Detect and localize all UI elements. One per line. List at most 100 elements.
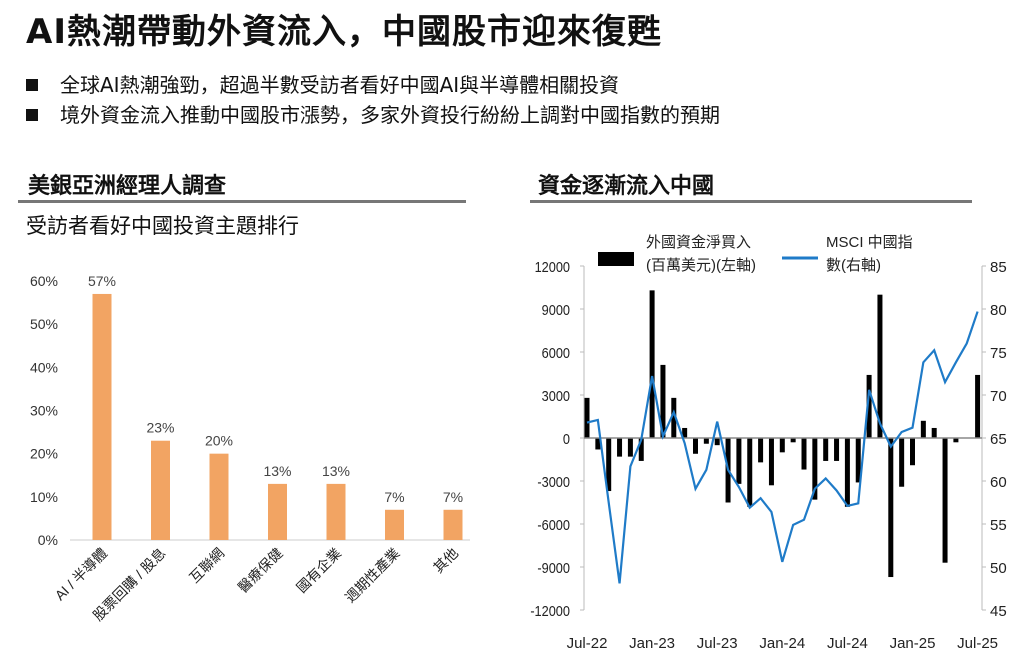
bar bbox=[151, 440, 170, 540]
data-label: 20% bbox=[205, 433, 233, 449]
flow-bar bbox=[703, 438, 709, 444]
category-label: 週期性產業 bbox=[342, 545, 403, 606]
flow-bar bbox=[866, 374, 872, 438]
flow-bar bbox=[747, 438, 753, 507]
flow-bar bbox=[855, 438, 861, 483]
x-tick-label: Jul-22 bbox=[567, 635, 608, 652]
legend-flow-label: 外國資金淨買入 bbox=[646, 234, 751, 251]
flow-bar bbox=[823, 438, 829, 461]
right-tick-label: 80 bbox=[990, 302, 1007, 319]
left-tick-label: -9000 bbox=[537, 559, 570, 576]
flow-bar bbox=[975, 374, 981, 438]
left-tick-label: 0 bbox=[563, 430, 570, 447]
category-label: 國有企業 bbox=[293, 545, 344, 596]
x-tick-label: Jan-23 bbox=[629, 635, 675, 652]
bar bbox=[385, 509, 404, 540]
flow-bar bbox=[844, 438, 850, 507]
bar bbox=[443, 509, 463, 540]
flow-bar bbox=[671, 397, 677, 438]
right-tick-label: 65 bbox=[990, 431, 1007, 448]
data-label: 13% bbox=[322, 463, 350, 479]
bar bbox=[209, 453, 229, 540]
x-tick-label: Jul-23 bbox=[697, 635, 738, 652]
x-tick-label: Jan-25 bbox=[890, 635, 936, 652]
right-tick-label: 45 bbox=[990, 603, 1007, 620]
flow-bar bbox=[899, 438, 905, 487]
y-tick-label: 30% bbox=[30, 403, 58, 419]
flow-bar bbox=[888, 438, 894, 578]
category-label: 其他 bbox=[430, 545, 461, 576]
left-tick-label: 12000 bbox=[535, 258, 571, 275]
flow-bar bbox=[920, 420, 926, 438]
left-tick-label: -6000 bbox=[537, 516, 570, 533]
flow-bar bbox=[627, 438, 633, 457]
left-chart-subtitle: 受訪者看好中國投資主題排行 bbox=[26, 214, 299, 238]
category-label: 醫療保健 bbox=[235, 545, 286, 596]
bullet-square-icon bbox=[26, 109, 38, 121]
bar bbox=[268, 483, 287, 540]
legend-flow-label-2: (百萬美元)(左軸) bbox=[646, 257, 756, 274]
flow-bar bbox=[584, 397, 590, 438]
flow-bar bbox=[682, 427, 688, 438]
flow-bar bbox=[910, 438, 915, 466]
flow-bar bbox=[812, 438, 818, 500]
legend-msci-label-2: 數(右軸) bbox=[826, 257, 881, 274]
left-tick-label: 3000 bbox=[542, 387, 571, 404]
right-tick-label: 85 bbox=[990, 259, 1007, 276]
left-section-title: 美銀亞洲經理人調查 bbox=[28, 174, 227, 199]
right-tick-label: 70 bbox=[990, 388, 1007, 405]
flow-bar bbox=[779, 438, 785, 453]
y-tick-label: 50% bbox=[30, 316, 58, 332]
right-tick-label: 55 bbox=[990, 517, 1007, 534]
x-tick-label: Jan-24 bbox=[759, 635, 805, 652]
x-tick-label: Jul-24 bbox=[827, 635, 868, 652]
flow-bar bbox=[834, 438, 840, 461]
y-tick-label: 10% bbox=[30, 489, 58, 505]
flow-bar bbox=[758, 438, 764, 463]
category-label: 互聯網 bbox=[186, 545, 227, 586]
flow-bar bbox=[595, 438, 601, 450]
data-label: 7% bbox=[443, 489, 463, 505]
page-title: AI熱潮帶動外資流入，中國股市迎來復甦 bbox=[26, 12, 662, 52]
left-tick-label: 6000 bbox=[542, 344, 571, 361]
right-tick-label: 50 bbox=[990, 560, 1007, 577]
bullet-text: 境外資金流入推動中國股市漲勢，多家外資投行紛紛上調對中國指數的預期 bbox=[60, 103, 720, 127]
flow-bar bbox=[714, 438, 720, 446]
left-tick-label: 9000 bbox=[542, 301, 571, 318]
x-tick-label: Jul-25 bbox=[957, 635, 998, 652]
right-section-title: 資金逐漸流入中國 bbox=[538, 174, 715, 199]
bar bbox=[326, 483, 346, 540]
y-tick-label: 20% bbox=[30, 446, 58, 462]
flow-bar bbox=[877, 294, 883, 438]
flow-bar bbox=[768, 438, 774, 486]
legend-flow-swatch bbox=[598, 252, 634, 266]
flow-bar bbox=[649, 290, 655, 438]
data-label: 7% bbox=[384, 489, 404, 505]
y-tick-label: 40% bbox=[30, 359, 58, 375]
category-label: AI / 半導體 bbox=[51, 545, 110, 604]
left-divider bbox=[18, 200, 466, 203]
flow-bar bbox=[660, 364, 666, 438]
left-tick-label: -12000 bbox=[530, 602, 570, 619]
msci-line bbox=[586, 311, 979, 584]
data-label: 13% bbox=[263, 463, 291, 479]
right-divider bbox=[530, 200, 972, 203]
flow-bar bbox=[693, 438, 698, 454]
data-label: 23% bbox=[146, 420, 174, 436]
data-label: 57% bbox=[88, 273, 116, 289]
flow-bar bbox=[638, 438, 644, 461]
flow-bar bbox=[931, 427, 937, 438]
flow-bar bbox=[606, 438, 612, 492]
flow-bar bbox=[617, 438, 623, 457]
right-tick-label: 60 bbox=[990, 474, 1007, 491]
bullet-text: 全球AI熱潮強勁，超過半數受訪者看好中國AI與半導體相關投資 bbox=[60, 73, 620, 97]
flow-bar bbox=[953, 438, 959, 443]
bar bbox=[92, 293, 112, 540]
flow-bar bbox=[790, 438, 796, 443]
left-tick-label: -3000 bbox=[537, 473, 570, 490]
bullet-item: 全球AI熱潮強勁，超過半數受訪者看好中國AI與半導體相關投資 bbox=[26, 70, 720, 100]
bullet-list: 全球AI熱潮強勁，超過半數受訪者看好中國AI與半導體相關投資 境外資金流入推動中… bbox=[26, 70, 720, 130]
right-tick-label: 75 bbox=[990, 345, 1007, 362]
bullet-square-icon bbox=[26, 79, 38, 91]
